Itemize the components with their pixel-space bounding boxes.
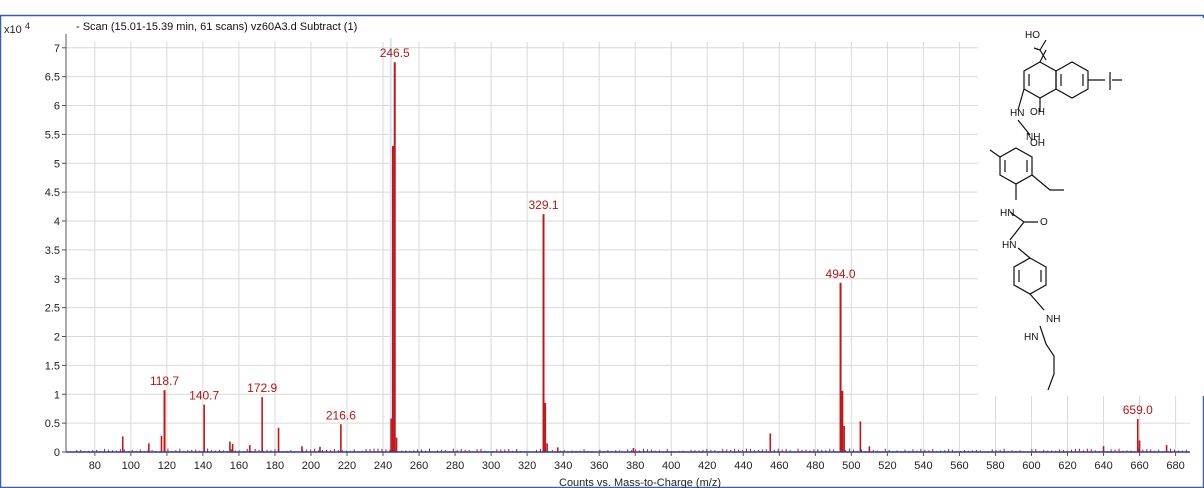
x-tick-label: 660	[1130, 460, 1148, 472]
y-tick-label: 4	[54, 216, 60, 228]
x-tick-label: 200	[302, 460, 320, 472]
x-tick-label: 160	[230, 460, 248, 472]
peak-label: 118.7	[150, 374, 179, 388]
svg-text:OH: OH	[1030, 138, 1045, 149]
y-tick-label: 5.5	[45, 129, 60, 141]
y-multiplier: x10	[4, 24, 22, 36]
svg-text:HN: HN	[1010, 108, 1024, 119]
x-tick-label: 380	[626, 460, 644, 472]
x-tick-label: 300	[482, 460, 500, 472]
svg-text:HN: HN	[1024, 332, 1038, 343]
x-tick-label: 400	[662, 460, 680, 472]
x-tick-label: 80	[89, 460, 101, 472]
x-tick-label: 180	[266, 460, 284, 472]
y-exponent: 4	[25, 21, 30, 31]
peak-label: 216.6	[326, 408, 356, 422]
peak-label: 140.7	[189, 389, 219, 403]
x-tick-label: 440	[734, 460, 752, 472]
y-tick-label: 0	[54, 447, 60, 459]
y-tick-label: 6.5	[45, 72, 60, 84]
x-tick-label: 420	[698, 460, 716, 472]
x-tick-label: 260	[410, 460, 428, 472]
peak-label: 659.0	[1123, 403, 1153, 417]
x-tick-label: 120	[158, 460, 176, 472]
peak-label: 494.0	[826, 267, 856, 281]
x-axis: 80 100 120 140 160 180 200 220 240 260 280 300 320 34…	[89, 452, 1185, 472]
y-tick-label: 1	[54, 389, 60, 401]
y-tick-label: 3.5	[45, 245, 60, 257]
x-tick-label: 280	[446, 460, 464, 472]
x-tick-label: 140	[194, 460, 212, 472]
y-tick-label: 7	[54, 43, 60, 55]
svg-text:HN: HN	[1000, 208, 1014, 219]
chart-title: - Scan (15.01-15.39 min, 61 scans) vz60A…	[76, 21, 357, 33]
svg-text:HO: HO	[1025, 30, 1040, 41]
x-axis-label: Counts vs. Mass-to-Charge (m/z)	[559, 477, 721, 488]
x-tick-label: 320	[518, 460, 536, 472]
x-tick-label: 500	[842, 460, 860, 472]
svg-text:NH: NH	[1026, 132, 1040, 143]
svg-text:OH: OH	[1030, 107, 1045, 118]
y-tick-label: 0.5	[45, 418, 60, 430]
x-tick-label: 680	[1166, 460, 1184, 472]
y-tick-label: 4.5	[45, 187, 60, 199]
x-tick-label: 480	[806, 460, 824, 472]
peak-labels: 118.7 140.7 172.9 216.6 246.5 329.1 494.0 659.0	[150, 46, 1153, 422]
y-tick-label: 3	[54, 274, 60, 286]
x-tick-label: 340	[554, 460, 572, 472]
y-axis: 0 0.5 1 1.5 2 2.5 3 3.5 4 4.5 5 5.5 6 6.5 7	[45, 34, 67, 459]
x-tick-label: 580	[986, 460, 1004, 472]
x-tick-label: 540	[914, 460, 932, 472]
x-tick-label: 240	[374, 460, 392, 472]
x-tick-label: 620	[1058, 460, 1076, 472]
peak-label: 329.1	[529, 198, 559, 212]
peak-label: 172.9	[247, 381, 277, 395]
x-tick-label: 220	[338, 460, 356, 472]
y-tick-label: 2	[54, 332, 60, 344]
svg-text:O: O	[1040, 217, 1048, 228]
y-tick-label: 5	[54, 158, 60, 170]
y-tick-label: 6	[54, 101, 60, 113]
x-tick-label: 520	[878, 460, 896, 472]
y-tick-label: 2.5	[45, 303, 60, 315]
peak-label: 246.5	[380, 46, 410, 60]
x-tick-label: 640	[1094, 460, 1112, 472]
x-tick-label: 460	[770, 460, 788, 472]
svg-text:HN: HN	[1002, 240, 1016, 251]
x-tick-label: 100	[122, 460, 140, 472]
x-tick-label: 560	[950, 460, 968, 472]
x-tick-label: 600	[1022, 460, 1040, 472]
svg-text:NH: NH	[1046, 314, 1060, 325]
chemical-structure: HO HN NH OH HN O HN NH HN OH	[978, 18, 1204, 396]
x-tick-label: 360	[590, 460, 608, 472]
y-tick-label: 1.5	[45, 360, 60, 372]
